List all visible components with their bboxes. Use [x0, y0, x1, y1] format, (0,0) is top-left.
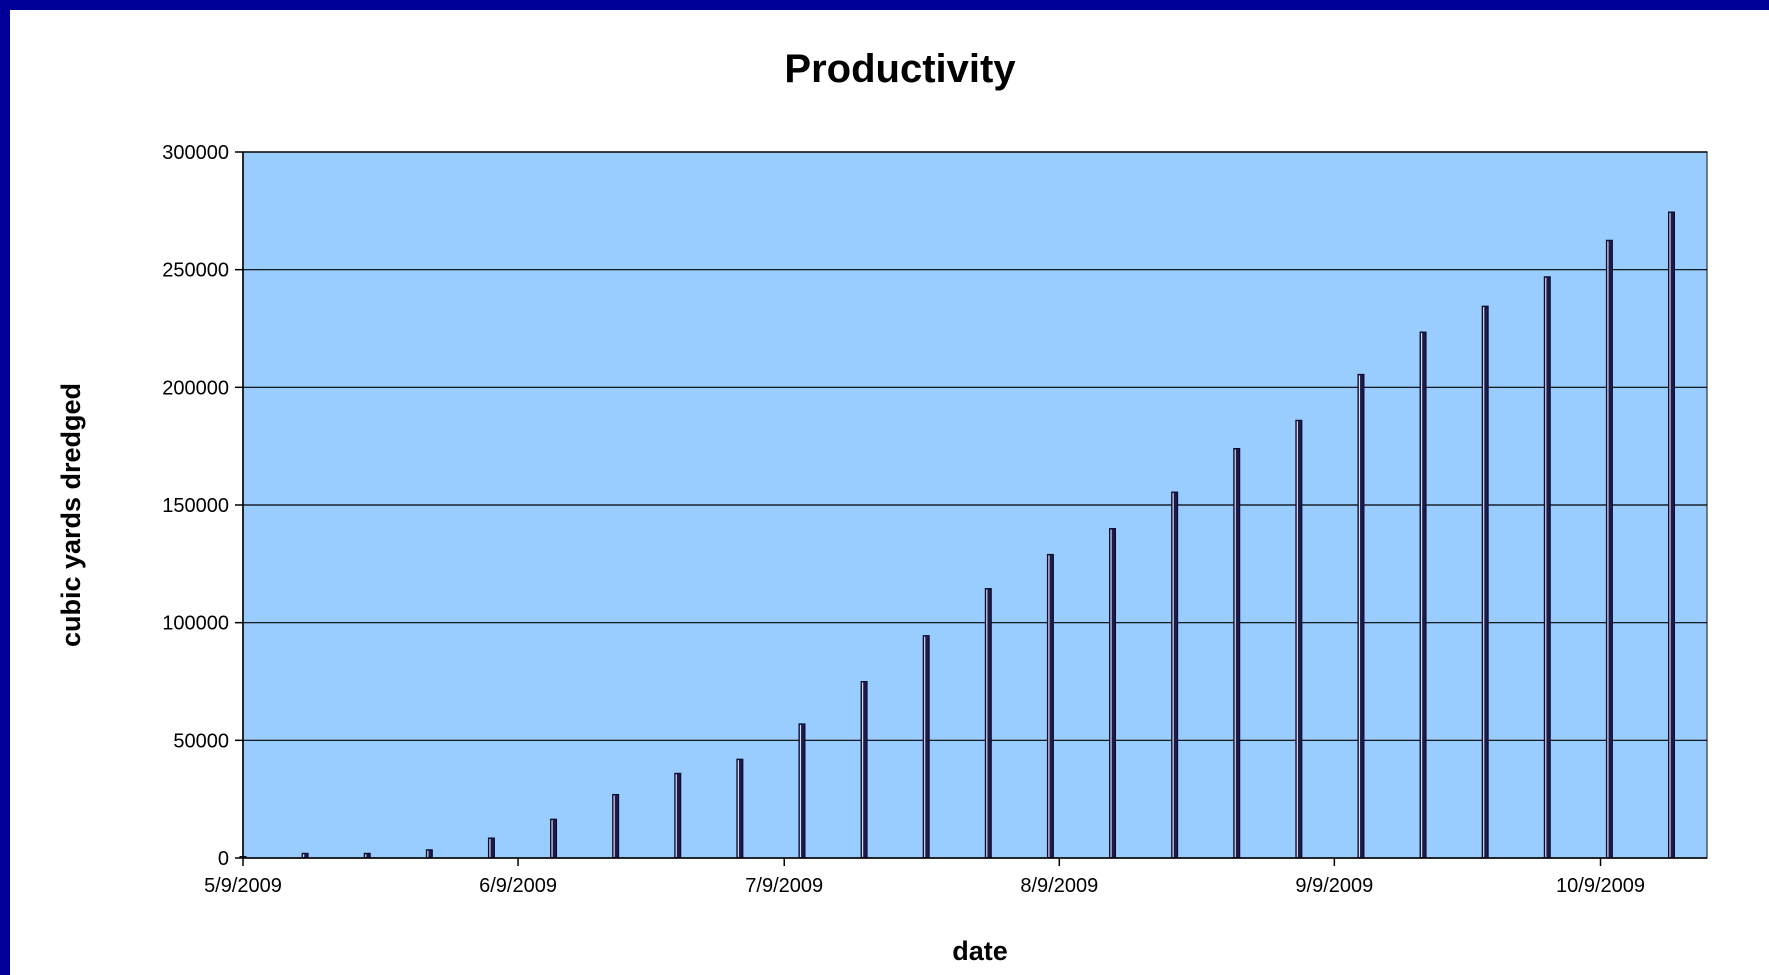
- chart-panel: Productivity date cubic yards dredged 0 5…: [10, 10, 1769, 975]
- x-tick-label: 8/9/2009: [1020, 875, 1098, 897]
- y-tick-label: 100000: [162, 613, 229, 635]
- y-axis-title: cubic yards dredged: [56, 383, 86, 647]
- y-tick-label: 300000: [162, 142, 229, 164]
- y-tick-label: 250000: [162, 260, 229, 282]
- x-tick-label: 6/9/2009: [479, 875, 557, 897]
- y-tick-label: 150000: [162, 495, 229, 517]
- axes: [235, 151, 1707, 866]
- x-tick-labels: 5/9/2009 6/9/2009 7/9/2009 8/9/2009 9/9/2009…: [204, 875, 1645, 897]
- x-tick-label: 7/9/2009: [745, 875, 823, 897]
- bars: [239, 211, 1676, 859]
- x-tick-label: 5/9/2009: [204, 875, 282, 897]
- y-tick-label: 0: [218, 848, 229, 870]
- x-axis-title: date: [952, 936, 1008, 966]
- productivity-chart: Productivity date cubic yards dredged 0 5…: [56, 47, 1708, 966]
- gridlines: [243, 151, 1707, 741]
- y-tick-labels: 0 50000 100000 150000 200000 250000 300000: [162, 142, 229, 870]
- x-tick-label: 10/9/2009: [1556, 875, 1645, 897]
- x-tick-label: 9/9/2009: [1295, 875, 1373, 897]
- chart-title: Productivity: [784, 47, 1016, 91]
- y-tick-label: 50000: [173, 730, 229, 752]
- y-tick-label: 200000: [162, 377, 229, 399]
